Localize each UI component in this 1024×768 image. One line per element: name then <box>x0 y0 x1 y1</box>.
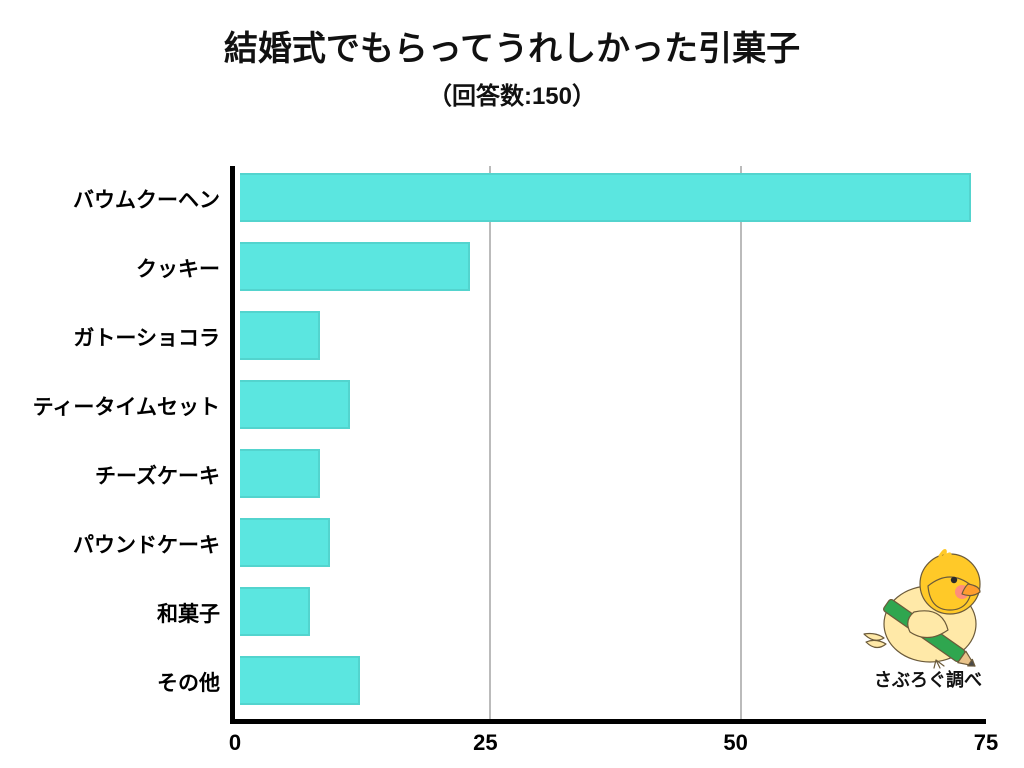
bar <box>240 242 470 291</box>
y-category-label: パウンドケーキ <box>73 529 220 559</box>
y-category-label: ガトーショコラ <box>73 322 220 352</box>
y-category-label: ティータイムセット <box>33 391 220 421</box>
y-category-label: クッキー <box>136 253 220 283</box>
bar <box>240 656 360 705</box>
x-tick-label: 50 <box>723 730 747 756</box>
bar <box>240 518 330 567</box>
x-tick-label: 0 <box>229 730 241 756</box>
x-tick-label: 75 <box>974 730 998 756</box>
gridline <box>740 166 742 719</box>
bar <box>240 380 350 429</box>
gridline <box>489 166 491 719</box>
y-category-label: 和菓子 <box>157 598 220 628</box>
bar <box>240 311 320 360</box>
chart-canvas: 結婚式でもらってうれしかった引菓子 （回答数:150） さぶろぐ調べ 02 <box>0 0 1024 768</box>
mascot-bird-icon <box>858 542 998 672</box>
bar <box>240 173 971 222</box>
x-tick-label: 25 <box>473 730 497 756</box>
bar <box>240 587 310 636</box>
chart-subtitle: （回答数:150） <box>0 76 1024 111</box>
y-category-label: その他 <box>157 667 220 697</box>
y-category-label: バウムクーヘン <box>73 184 220 214</box>
y-category-label: チーズケーキ <box>95 460 220 490</box>
bar <box>240 449 320 498</box>
chart-title: 結婚式でもらってうれしかった引菓子 <box>0 28 1024 71</box>
